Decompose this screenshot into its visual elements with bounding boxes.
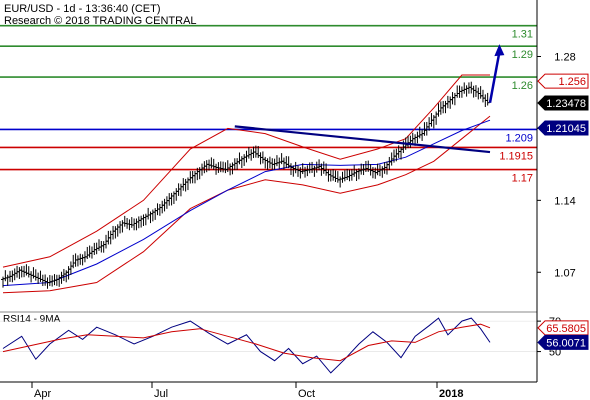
level-label: 1.26 [512,80,533,92]
level-label: 1.17 [512,173,533,185]
overlay-layer [234,44,505,154]
time-tick-label: 2018 [439,388,463,400]
rsi-badge: 65.5805 [537,320,589,336]
chart-copyright: Research © 2018 TRADING CENTRAL [4,15,197,27]
time-tick-label: Oct [298,388,315,400]
svg-text:1.23478: 1.23478 [546,98,586,110]
price-bar [485,92,490,106]
level-label: 1.1915 [499,150,533,162]
badge-layer: 1.256 1.23478 1.21045 65.5805 56.0071 [537,73,589,350]
rsi-lines-layer [0,317,537,374]
time-tick-label: Jul [154,388,168,400]
rsi-badge: 56.0071 [537,334,589,350]
projection-arrow-shaft [488,51,501,103]
level-label: 1.31 [512,29,533,41]
price-tick-label: 1.07 [554,267,575,279]
level-label: 1.29 [512,49,533,61]
rsi-panel-label: RSI14 - 9MA [3,314,61,325]
price-badge: 1.23478 [537,95,589,111]
level-label: 1.209 [505,132,533,144]
level-labels: 1.31 1.29 1.26 1.209 1.1915 1.17 [499,29,533,185]
rsi-panel: RSI14 - 9MA [0,311,537,374]
chart-title: EUR/USD - 1d - 13:36:40 (CET) [4,3,161,15]
price-tick-label: 1.28 [554,52,575,64]
svg-text:1.21045: 1.21045 [546,123,586,135]
svg-text:56.0071: 56.0071 [546,337,586,349]
bollinger-upper-line [2,74,490,268]
price-badge: 1.256 [537,73,589,89]
rsi-line [2,317,491,374]
price-tick-label: 1.14 [554,195,575,207]
svg-text:1.256: 1.256 [558,76,586,88]
rsi-ma-line [2,323,491,362]
time-tick-label: Apr [34,388,51,400]
svg-text:65.5805: 65.5805 [546,323,586,335]
bollinger-lower-line [2,115,491,294]
price-bars-layer [1,81,490,289]
price-badge: 1.21045 [537,120,589,136]
bearish-trendline [234,125,491,154]
projection-arrow-head [494,44,505,57]
price-panel: 1.31 1.29 1.26 1.209 1.1915 1.17 [0,24,537,294]
levels-layer [0,24,537,171]
